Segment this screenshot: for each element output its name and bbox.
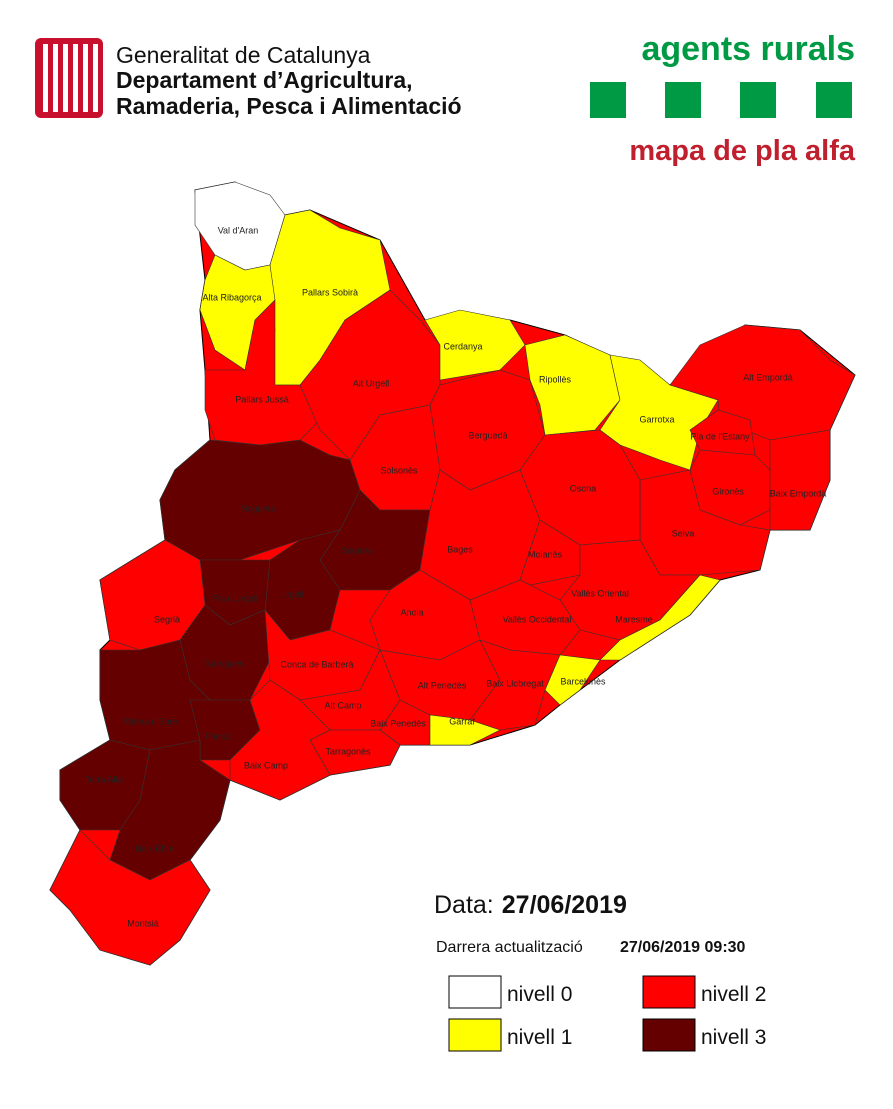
region-label: Osona: [570, 483, 597, 493]
region-label: Ripollès: [539, 374, 572, 384]
date-label: Data:: [434, 891, 494, 919]
org-name: Generalitat de Catalunya: [116, 42, 371, 68]
region-label: Terra Alta: [85, 774, 123, 784]
date-value: 27/06/2019: [502, 891, 627, 919]
legend-swatch: [448, 975, 502, 1009]
region-label: Alt Camp: [324, 700, 361, 710]
region-label: Anoia: [400, 607, 423, 617]
legend-label: nivell 3: [701, 1026, 766, 1049]
region-label: Priorat: [205, 731, 232, 741]
region-label: Berguedà: [468, 430, 507, 440]
region-label: Barcelonès: [560, 676, 606, 686]
brand-squares: [590, 82, 852, 118]
brand: agents rurals: [641, 30, 855, 68]
region-label: Pla de l'Estany: [690, 431, 750, 441]
region-label: Pallars Jussà: [235, 394, 289, 404]
legend: nivell 0 nivell 1 nivell 2 nivell 3: [448, 975, 766, 1052]
region: [599, 574, 721, 661]
region-label: Baix Llobregat: [486, 678, 544, 688]
region-label: Alt Empordà: [743, 372, 793, 382]
region: [544, 654, 601, 706]
region: [769, 429, 831, 531]
region-label: Garraf: [449, 716, 475, 726]
legend-label: nivell 2: [701, 983, 766, 1006]
region-labels: Val d'Aran Pallars Sobirà Alta Ribagorça Pa…: [85, 225, 826, 928]
region-label: Montsià: [127, 918, 159, 928]
map-subtitle: mapa de pla alfa: [629, 135, 856, 167]
region-label: Solsonès: [380, 465, 418, 475]
legend-swatch: [448, 1018, 502, 1052]
region-label: Maresme: [615, 614, 653, 624]
region-label: Segarra: [341, 545, 373, 555]
legend-label: nivell 1: [507, 1026, 572, 1049]
region: [524, 334, 621, 436]
update-label: Darrera actualització: [436, 939, 583, 956]
region: [49, 829, 211, 966]
region: [429, 714, 501, 746]
update-value: 27/06/2019 09:30: [620, 939, 746, 956]
region-label: Vallès Oriental: [571, 588, 629, 598]
region-label: Pla d'Urgell: [212, 593, 258, 603]
regions: [49, 181, 856, 966]
region-label: Noguera: [241, 503, 276, 513]
region-label: Alt Urgell: [353, 378, 390, 388]
region-label: Baix Empordà: [770, 488, 827, 498]
region-label: Selva: [672, 528, 695, 538]
region-label: Garrotxa: [639, 414, 674, 424]
region-label: Baix Camp: [244, 760, 288, 770]
region-label: Tarragonès: [325, 746, 371, 756]
region: [519, 519, 581, 586]
org-department: Ramaderia, Pesca i Alimentació: [116, 93, 462, 119]
region-label: Garrigues: [204, 658, 244, 668]
legend-swatch: [642, 975, 696, 1009]
region-label: Conca de Barberà: [280, 659, 353, 669]
region-label: Bages: [447, 544, 473, 554]
region-label: Alt Penedès: [418, 680, 467, 690]
region: [424, 309, 526, 381]
region-label: Cerdanya: [443, 341, 482, 351]
region-label: Pallars Sobirà: [302, 287, 358, 297]
region-label: Baix Ebre: [135, 843, 174, 853]
region-label: Vallès Occidental: [503, 614, 572, 624]
region-label: Urgell: [280, 589, 304, 599]
region-label: Alta Ribagorça: [202, 292, 261, 302]
org-department: Departament d’Agricultura,: [116, 67, 413, 93]
legend-label: nivell 0: [507, 983, 572, 1006]
legend-swatch: [642, 1018, 696, 1052]
region: [229, 679, 331, 801]
region-label: Moianès: [528, 549, 563, 559]
region-label: Val d'Aran: [218, 225, 259, 235]
region-label: Gironès: [712, 486, 744, 496]
region: [469, 639, 561, 731]
region-label: Segrià: [154, 614, 180, 624]
region-label: Baix Penedès: [370, 718, 426, 728]
region-label: Ribera d'Ebre: [123, 716, 178, 726]
emblem: [35, 38, 103, 118]
